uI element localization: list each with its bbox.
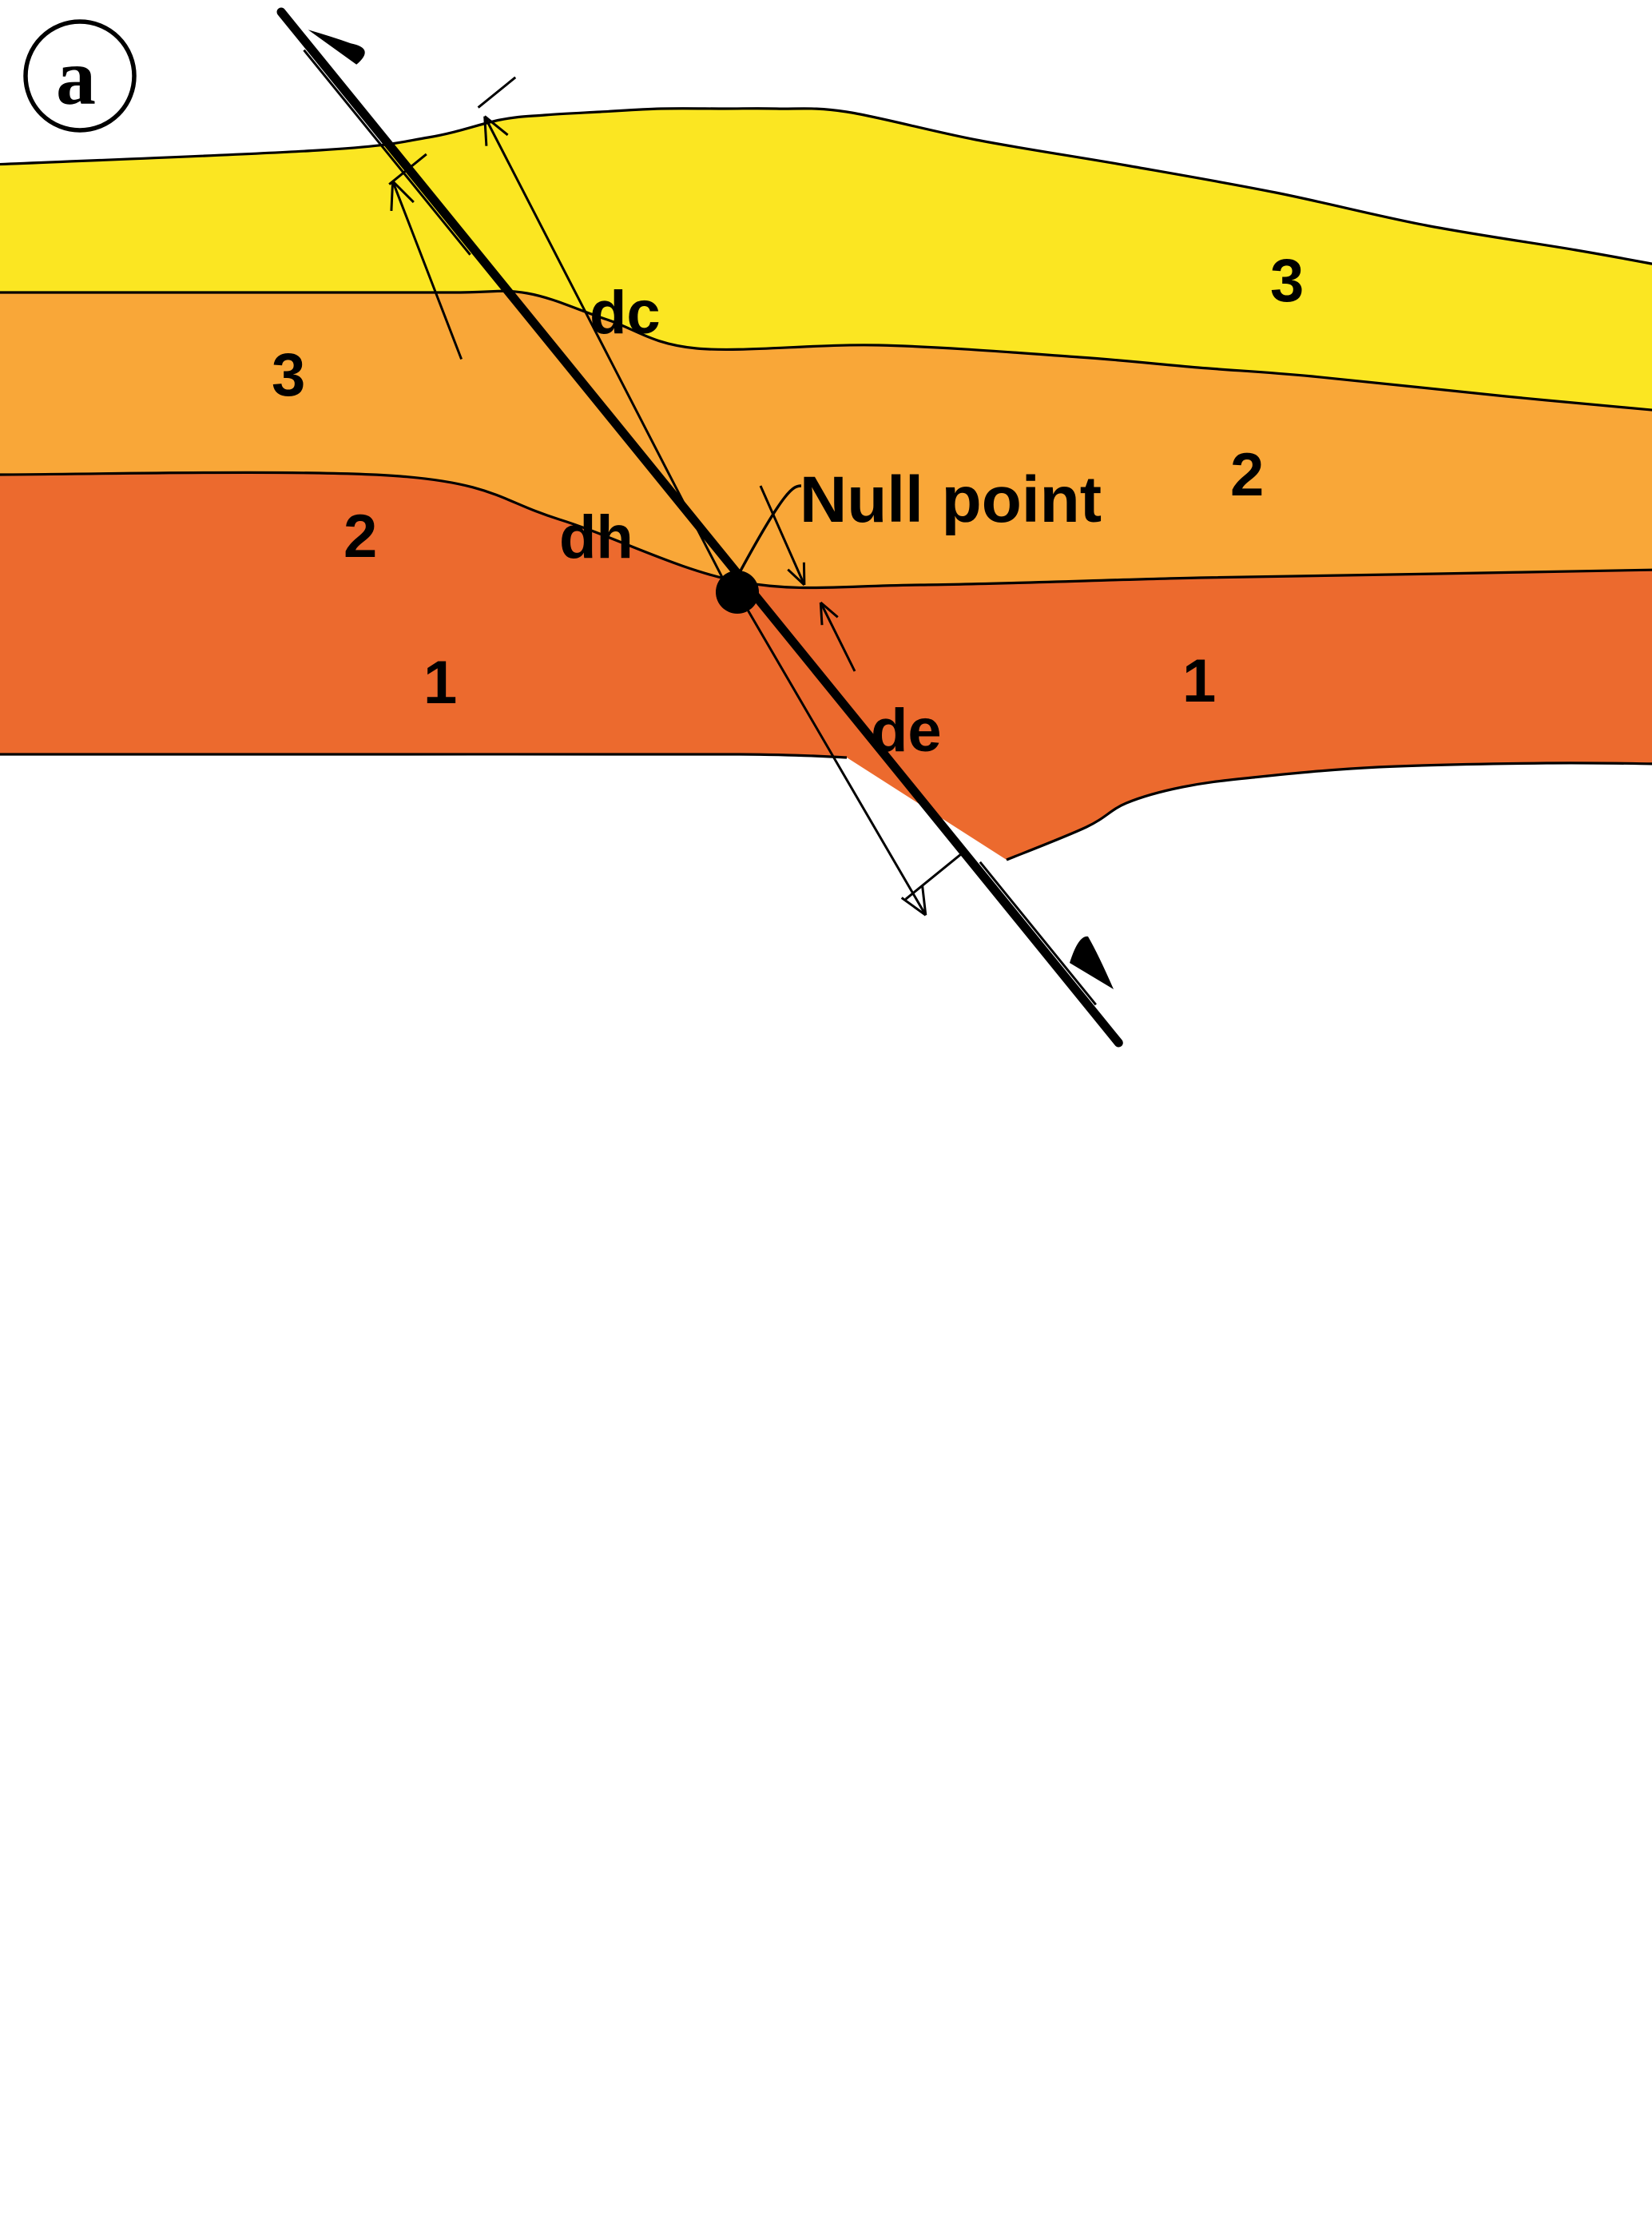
svg-text:a: a [56,33,96,121]
svg-text:3: 3 [272,341,305,409]
svg-text:2: 2 [344,503,377,571]
svg-text:2: 2 [1230,441,1264,509]
svg-text:1: 1 [423,649,457,717]
svg-text:dc: dc [590,279,661,347]
svg-text:Null point: Null point [800,463,1102,536]
svg-text:de: de [871,697,942,765]
svg-text:3: 3 [1270,247,1304,315]
svg-text:dh: dh [559,503,633,571]
svg-text:1: 1 [1182,647,1216,715]
